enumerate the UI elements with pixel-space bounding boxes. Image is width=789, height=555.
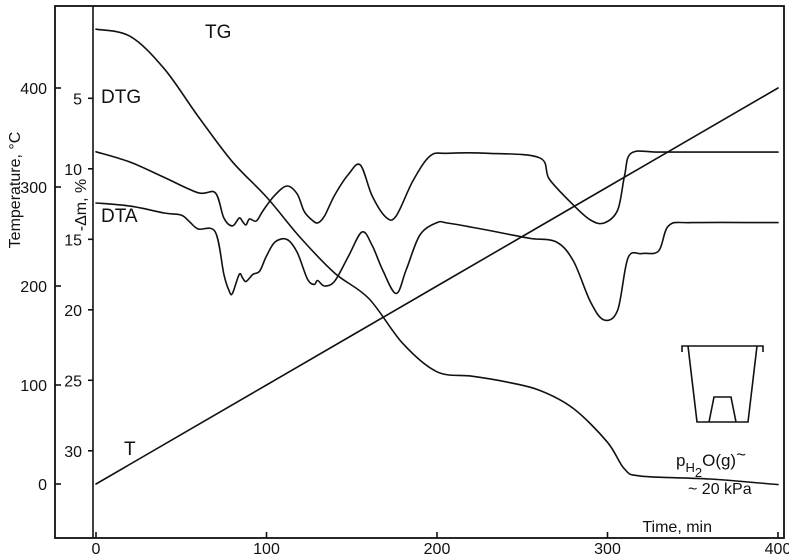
t-curve-label: T — [124, 439, 136, 460]
temperature-axis: 0 100 200 300 400 — [20, 81, 61, 494]
t-curve — [95, 87, 779, 485]
mass-loss-tick-label: 20 — [64, 303, 82, 320]
dta-curve-label: DTA — [101, 206, 138, 227]
time-tick-label: 300 — [594, 541, 621, 555]
dtg-curve — [95, 150, 779, 227]
mass-loss-axis-label: -Δm, % — [73, 179, 90, 231]
plot-frame — [54, 5, 785, 539]
mass-loss-tick-label: 5 — [73, 91, 82, 108]
dtg-curve-label: DTG — [101, 87, 141, 108]
dta-curve — [95, 202, 779, 322]
temperature-tick-label: 300 — [20, 180, 47, 197]
pressure-annotation: pH2O(g)~ — [676, 445, 746, 480]
tg-curve — [95, 28, 779, 486]
mass-loss-axis: 5 10 15 20 25 30 — [64, 91, 93, 461]
mass-loss-tick-label: 10 — [64, 162, 82, 179]
temperature-axis-label: Temperature, °C — [7, 132, 24, 249]
time-tick-label: 100 — [253, 541, 280, 555]
time-tick-label: 400 — [765, 541, 789, 555]
tg-curve-label: TG — [205, 22, 231, 43]
temperature-tick-label: 0 — [38, 477, 47, 494]
pressure-value: ~ 20 kPa — [688, 481, 752, 498]
temperature-tick-label: 100 — [20, 378, 47, 395]
time-tick-label: 0 — [92, 541, 101, 555]
time-tick-label: 200 — [424, 541, 451, 555]
curves-group — [95, 28, 779, 486]
temperature-tick-label: 400 — [20, 81, 47, 98]
time-axis: 0 100 200 300 400 — [92, 532, 789, 555]
mass-loss-tick-label: 30 — [64, 444, 82, 461]
crucible-icon — [681, 345, 764, 423]
mass-loss-tick-label: 25 — [64, 373, 82, 390]
time-axis-label: Time, min — [642, 519, 712, 536]
temperature-tick-label: 200 — [20, 279, 47, 296]
mass-loss-tick-label: 15 — [64, 232, 82, 249]
